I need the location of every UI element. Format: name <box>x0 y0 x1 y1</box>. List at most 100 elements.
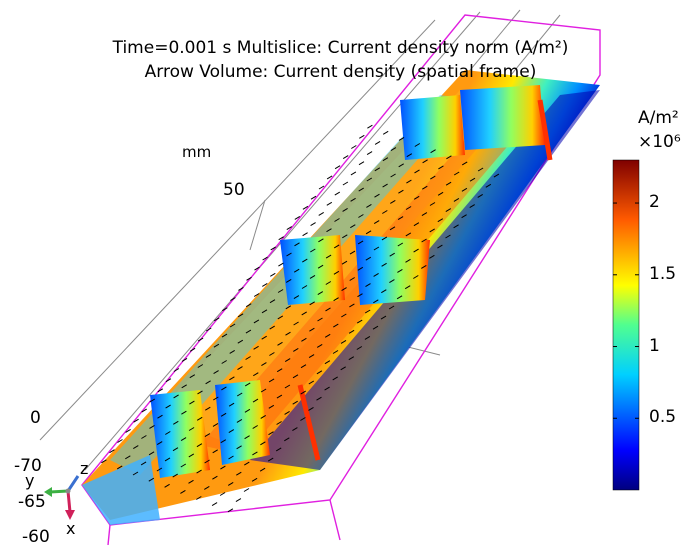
current-arrow <box>181 357 188 362</box>
current-arrow <box>261 309 268 314</box>
current-arrow <box>157 414 163 419</box>
current-arrow <box>236 418 243 423</box>
current-arrow <box>246 276 252 281</box>
current-arrow <box>309 327 315 332</box>
current-arrow <box>236 392 243 397</box>
current-arrow <box>367 124 373 129</box>
current-arrow <box>349 250 356 255</box>
current-arrow <box>374 167 381 172</box>
current-arrow <box>334 191 341 196</box>
colorbar-multiplier: ×10⁶ <box>638 132 681 152</box>
current-arrow <box>222 307 228 312</box>
current-arrow <box>301 285 308 289</box>
current-arrow <box>221 360 227 364</box>
current-arrow <box>302 205 309 210</box>
current-arrow <box>326 201 333 206</box>
current-arrow <box>333 244 340 249</box>
current-arrow <box>445 208 452 213</box>
current-arrow <box>358 161 365 166</box>
current-arrow <box>342 234 348 239</box>
current-arrow <box>196 443 203 448</box>
current-arrow <box>405 232 412 237</box>
current-arrow <box>340 339 347 344</box>
current-arrow <box>260 414 266 419</box>
colorbar-tick-label: 1.5 <box>649 263 677 284</box>
current-arrow <box>366 177 373 182</box>
current-arrow <box>269 299 276 304</box>
current-arrow <box>300 390 306 395</box>
current-arrow <box>413 275 419 279</box>
current-arrow <box>156 467 163 472</box>
current-arrow <box>228 402 235 407</box>
current-arrow <box>164 457 171 462</box>
current-arrow <box>116 465 123 470</box>
current-arrow <box>446 155 452 160</box>
current-arrow <box>437 191 444 196</box>
current-arrow <box>461 161 468 166</box>
current-arrow <box>294 215 301 220</box>
current-arrow <box>252 451 258 456</box>
current-arrow <box>228 429 235 434</box>
current-arrow <box>429 254 435 259</box>
current-arrow <box>230 297 236 302</box>
colorbar-tick-label: 0.5 <box>649 407 677 428</box>
current-arrow <box>276 394 283 399</box>
current-arrow <box>374 193 380 198</box>
current-arrow <box>389 226 396 231</box>
current-arrow <box>349 303 355 308</box>
current-arrow <box>293 295 300 300</box>
current-arrow <box>325 307 331 312</box>
current-arrow <box>277 289 284 293</box>
current-arrow <box>284 410 290 415</box>
current-arrow <box>294 242 300 247</box>
current-arrow <box>285 331 291 336</box>
current-arrow <box>204 459 210 464</box>
current-arrow <box>228 455 234 460</box>
current-arrow <box>276 368 283 373</box>
current-arrow <box>365 256 372 261</box>
current-arrow <box>253 319 260 324</box>
current-arrow <box>284 437 290 442</box>
current-arrow <box>348 329 355 334</box>
current-arrow <box>302 232 308 237</box>
current-arrow <box>342 207 348 212</box>
current-arrow <box>219 492 226 496</box>
current-arrow <box>380 315 387 320</box>
colorbar-unit: A/m² <box>638 108 679 128</box>
current-arrow <box>316 370 323 375</box>
current-arrow <box>453 197 460 202</box>
current-arrow <box>382 183 388 188</box>
current-arrow <box>469 204 475 209</box>
current-arrow <box>229 349 235 354</box>
y-tick-minus65: -65 <box>18 492 46 512</box>
current-arrow <box>381 236 388 241</box>
current-arrow <box>252 398 259 403</box>
current-arrow <box>421 238 427 243</box>
current-arrow <box>364 335 371 340</box>
current-arrow <box>445 181 452 186</box>
current-arrow <box>213 396 219 401</box>
current-arrow <box>125 455 131 460</box>
current-arrow <box>309 301 315 306</box>
current-arrow <box>325 254 332 259</box>
current-arrow <box>277 341 283 346</box>
current-arrow <box>477 167 484 172</box>
current-arrow <box>365 230 372 235</box>
current-arrow <box>430 149 436 154</box>
current-arrow <box>293 321 299 326</box>
current-arrow <box>148 477 155 482</box>
current-arrow <box>316 396 322 401</box>
current-arrow <box>262 282 268 287</box>
current-arrow <box>382 157 389 162</box>
current-arrow <box>220 412 227 417</box>
current-arrow <box>422 159 428 164</box>
current-arrow <box>205 380 211 385</box>
current-arrow <box>269 325 275 330</box>
colorbar-tick-label: 2 <box>649 192 660 213</box>
current-arrow <box>333 323 339 328</box>
current-arrow <box>269 352 275 356</box>
current-arrow <box>477 193 483 198</box>
current-arrow <box>293 347 299 352</box>
current-arrow <box>235 498 242 503</box>
